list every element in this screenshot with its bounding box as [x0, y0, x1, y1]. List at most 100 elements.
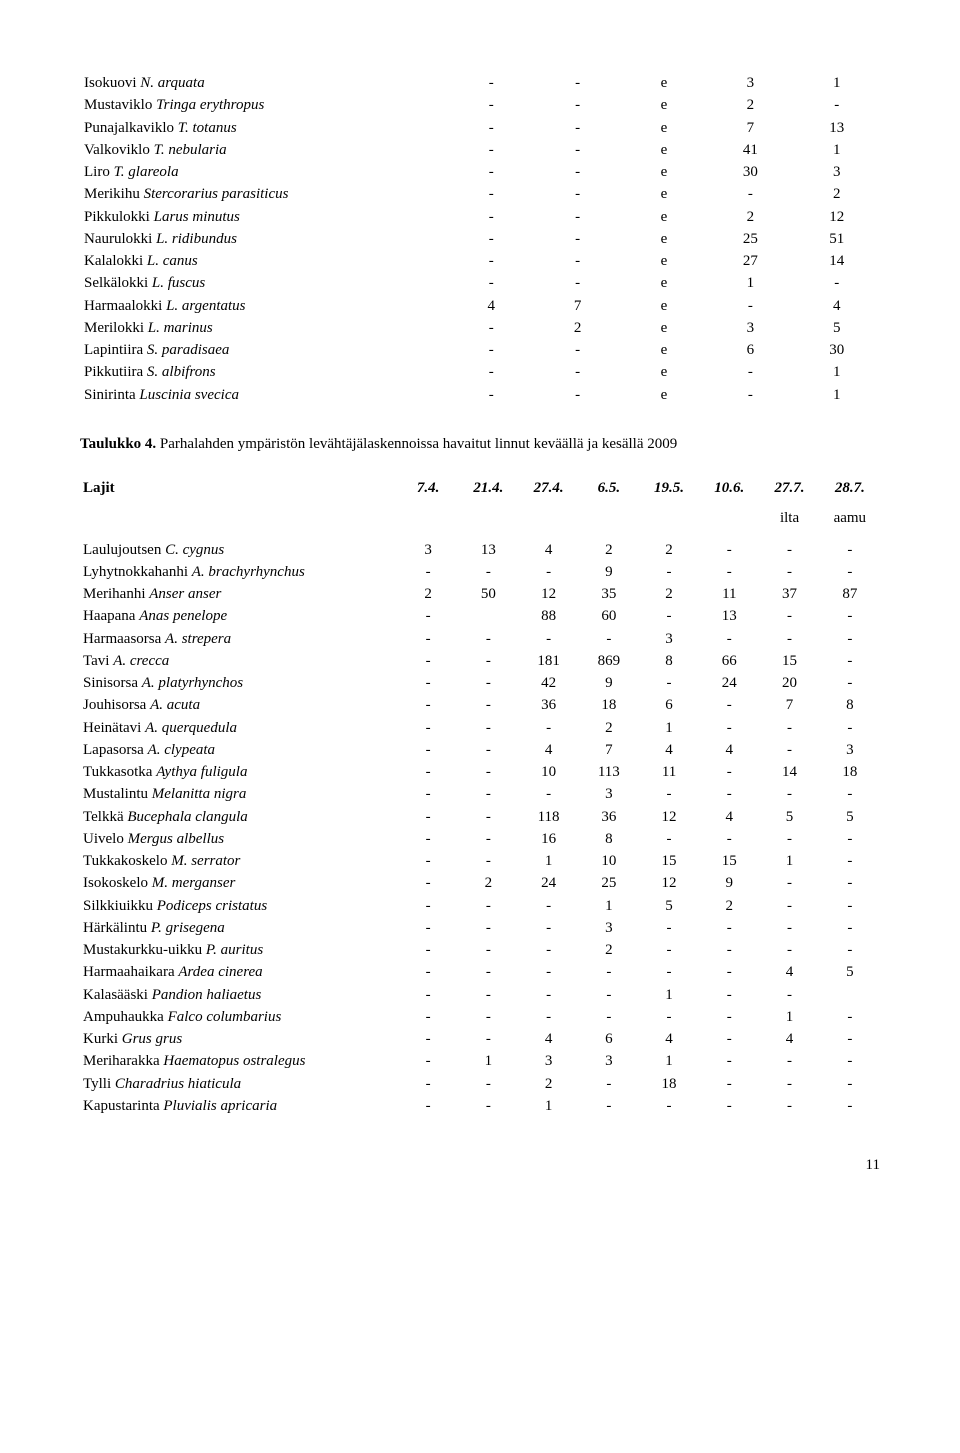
value-cell: 30 — [794, 339, 880, 361]
subheader-cell: ilta — [759, 508, 819, 538]
value-cell: 16 — [518, 828, 578, 850]
species-name: Jouhisorsa A. acuta — [80, 694, 398, 716]
species-name: Telkkä Bucephala clangula — [80, 806, 398, 828]
value-cell: 3 — [518, 1050, 578, 1072]
value-cell: 4 — [639, 1028, 699, 1050]
value-cell: - — [458, 717, 518, 739]
value-cell: - — [398, 1073, 458, 1095]
value-cell: 24 — [699, 672, 759, 694]
table-row: Tukkakoskelo M. serrator--11015151- — [80, 850, 880, 872]
value-cell: 24 — [518, 872, 578, 894]
table-row: Tukkasotka Aythya fuligula--1011311-1418 — [80, 761, 880, 783]
species-name: Sinirinta Luscinia svecica — [80, 384, 448, 406]
value-cell: - — [518, 939, 578, 961]
value-cell: - — [534, 250, 620, 272]
date-header: 7.4. — [398, 478, 458, 508]
heading-bold: Taulukko 4. — [80, 436, 156, 452]
species-name: Tavi A. crecca — [80, 650, 398, 672]
value-cell: 3 — [398, 539, 458, 561]
species-name: Tukkasotka Aythya fuligula — [80, 761, 398, 783]
value-cell: - — [534, 139, 620, 161]
value-cell: - — [448, 117, 534, 139]
value-cell: - — [707, 183, 793, 205]
value-cell: - — [534, 361, 620, 383]
value-cell: - — [518, 628, 578, 650]
value-cell: - — [398, 961, 458, 983]
value-cell: e — [621, 250, 707, 272]
table-row: Jouhisorsa A. acuta--36186-78 — [80, 694, 880, 716]
value-cell: e — [621, 317, 707, 339]
value-cell: - — [448, 339, 534, 361]
value-cell: 11 — [699, 583, 759, 605]
species-name: Kalasääski Pandion haliaetus — [80, 984, 398, 1006]
value-cell: - — [699, 1095, 759, 1117]
value-cell: - — [448, 139, 534, 161]
value-cell: 4 — [699, 739, 759, 761]
table-row: Kalalokki L. canus--e2714 — [80, 250, 880, 272]
value-cell: 1 — [707, 272, 793, 294]
value-cell: - — [518, 783, 578, 805]
table-row: Lapintiira S. paradisaea--e630 — [80, 339, 880, 361]
value-cell: - — [458, 828, 518, 850]
value-cell: 3 — [820, 739, 880, 761]
value-cell: - — [458, 850, 518, 872]
table-row: Kapustarinta Pluvialis apricaria--1----- — [80, 1095, 880, 1117]
value-cell: 2 — [707, 206, 793, 228]
value-cell: - — [759, 1050, 819, 1072]
value-cell: - — [699, 539, 759, 561]
value-cell: - — [707, 295, 793, 317]
value-cell: - — [579, 1073, 639, 1095]
species-name: Kapustarinta Pluvialis apricaria — [80, 1095, 398, 1117]
value-cell: e — [621, 139, 707, 161]
date-header: 21.4. — [458, 478, 518, 508]
species-name: Mustalintu Melanitta nigra — [80, 783, 398, 805]
value-cell: 15 — [699, 850, 759, 872]
value-cell: - — [448, 161, 534, 183]
value-cell: 6 — [707, 339, 793, 361]
table-row: Merihanhi Anser anser25012352113787 — [80, 583, 880, 605]
value-cell: - — [639, 961, 699, 983]
value-cell: - — [398, 828, 458, 850]
value-cell: 6 — [639, 694, 699, 716]
value-cell: - — [759, 605, 819, 627]
value-cell: - — [398, 783, 458, 805]
value-cell: 1 — [759, 850, 819, 872]
value-cell: - — [458, 961, 518, 983]
value-cell: 3 — [579, 1050, 639, 1072]
value-cell: 88 — [518, 605, 578, 627]
value-cell: - — [639, 917, 699, 939]
value-cell: - — [820, 628, 880, 650]
species-name: Kurki Grus grus — [80, 1028, 398, 1050]
species-table-1: Isokuovi N. arquata--e31Mustaviklo Tring… — [80, 72, 880, 406]
species-name: Naurulokki L. ridibundus — [80, 228, 448, 250]
value-cell: 10 — [579, 850, 639, 872]
species-name: Uivelo Mergus albellus — [80, 828, 398, 850]
value-cell: 4 — [794, 295, 880, 317]
value-cell: - — [448, 183, 534, 205]
value-cell: e — [621, 384, 707, 406]
value-cell: e — [621, 295, 707, 317]
value-cell: - — [759, 917, 819, 939]
empty-cell — [80, 508, 398, 538]
date-header: 10.6. — [699, 478, 759, 508]
value-cell: - — [759, 828, 819, 850]
value-cell: 3 — [579, 917, 639, 939]
value-cell: - — [699, 1050, 759, 1072]
value-cell: - — [579, 984, 639, 1006]
value-cell: 9 — [579, 561, 639, 583]
value-cell: - — [699, 1028, 759, 1050]
value-cell — [458, 605, 518, 627]
value-cell: - — [759, 1095, 819, 1117]
value-cell: 1 — [639, 1050, 699, 1072]
table-row: Merikihu Stercorarius parasiticus--e-2 — [80, 183, 880, 205]
value-cell: 5 — [794, 317, 880, 339]
value-cell: - — [759, 717, 819, 739]
value-cell: 13 — [699, 605, 759, 627]
value-cell: e — [621, 206, 707, 228]
species-name: Selkälokki L. fuscus — [80, 272, 448, 294]
value-cell: - — [398, 739, 458, 761]
value-cell: - — [699, 1073, 759, 1095]
value-cell: - — [534, 384, 620, 406]
value-cell: - — [518, 561, 578, 583]
value-cell: - — [448, 94, 534, 116]
